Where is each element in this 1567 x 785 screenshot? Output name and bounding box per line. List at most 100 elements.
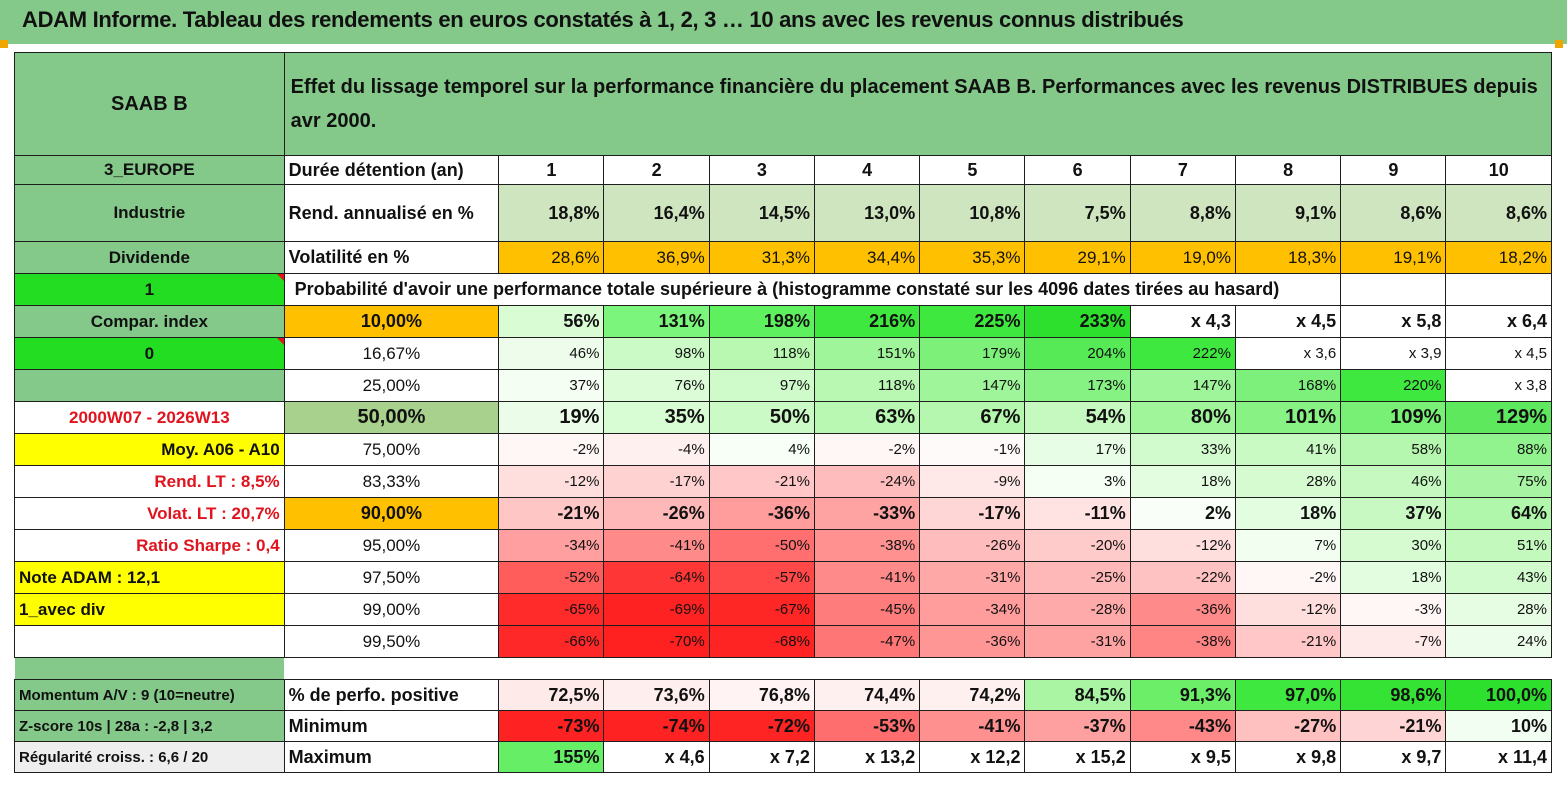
vol-cell: 31,3% — [708, 241, 815, 274]
perf-pos-label: % de perfo. positive — [283, 679, 500, 711]
proba-row: 1 Probabilité d'avoir une performance to… — [14, 273, 1552, 306]
quantile-value: 50% — [708, 401, 815, 434]
max-cell: x 9,5 — [1129, 741, 1236, 773]
quantile-value: 151% — [813, 337, 921, 370]
sector-label: Industrie — [14, 184, 285, 242]
min-cell: -37% — [1024, 710, 1131, 742]
rend-cell: 16,4% — [603, 184, 710, 242]
performance-table-frame: SAAB B Effet du lissage temporel sur la … — [14, 52, 1553, 780]
vol-cell: 36,9% — [603, 241, 710, 274]
report-title: ADAM Informe. Tableau des rendements en … — [22, 7, 1184, 32]
quantile-value: 179% — [919, 337, 1026, 370]
quantile-value: 18% — [1234, 497, 1342, 530]
quantile-value: 147% — [919, 369, 1026, 402]
spacer-empty — [284, 658, 1551, 680]
rend-label: Rend. annualisé en % — [283, 184, 500, 242]
pos-cell: 100,0% — [1445, 679, 1552, 711]
quantile-value: -38% — [1129, 625, 1236, 658]
quantile-value: -9% — [919, 465, 1026, 498]
quantile-value: -41% — [813, 561, 921, 594]
pos-cell: 91,3% — [1129, 679, 1236, 711]
quantile-value: -45% — [813, 593, 921, 626]
quantile-value: 98% — [603, 337, 710, 370]
vol-cell: 34,4% — [813, 241, 921, 274]
quantile-value: -12% — [1234, 593, 1342, 626]
years-cell: 2 — [603, 155, 710, 185]
quantile-row: 0 16,67% 46% 98% 118% 151% 179% 204% 222% x 3,6 x … — [14, 337, 1552, 370]
empty-cell — [1340, 273, 1447, 306]
min-cell: -73% — [498, 710, 605, 742]
quantile-level: 75,00% — [283, 433, 500, 466]
quantile-value: -28% — [1024, 593, 1131, 626]
empty-green-cell — [14, 369, 285, 402]
quantile-value: 233% — [1024, 305, 1131, 338]
pos-cell: 84,5% — [1024, 679, 1131, 711]
quantile-value: -31% — [1024, 625, 1131, 658]
quantile-value: 101% — [1234, 401, 1342, 434]
quantile-value: 220% — [1340, 369, 1447, 402]
rend-cell: 8,6% — [1340, 184, 1447, 242]
quantile-value: -47% — [813, 625, 921, 658]
zscore-label: Z-score 10s | 28a : -2,8 | 3,2 — [14, 710, 285, 742]
quantile-value: 43% — [1445, 561, 1552, 594]
quantile-value: 18% — [1340, 561, 1447, 594]
years-cell: 9 — [1340, 155, 1447, 185]
quantile-value: -36% — [919, 625, 1026, 658]
quantile-value: 24% — [1445, 625, 1552, 658]
vol-cell: 18,2% — [1445, 241, 1552, 274]
pos-cell: 72,5% — [498, 679, 605, 711]
years-cell: 3 — [708, 155, 815, 185]
quantile-value: -69% — [603, 593, 710, 626]
quantile-value: 18% — [1129, 465, 1236, 498]
quantile-value: 75% — [1445, 465, 1552, 498]
quantile-row: 2000W07 - 2026W13 50,00% 19% 35% 50% 63% 67% 54… — [14, 401, 1552, 434]
max-cell: x 15,2 — [1024, 741, 1131, 773]
years-cell: 6 — [1024, 155, 1131, 185]
max-cell: x 9,7 — [1340, 741, 1447, 773]
rend-cell: 8,8% — [1129, 184, 1236, 242]
vol-row: Dividende Volatilité en % 28,6% 36,9% 31,3… — [14, 241, 1552, 274]
quantile-value: 7% — [1234, 529, 1342, 562]
quantile-value: -1% — [919, 433, 1026, 466]
quantile-value: -7% — [1340, 625, 1447, 658]
years-cell: 8 — [1234, 155, 1342, 185]
years-cell: 1 — [498, 155, 605, 185]
quantile-value: -17% — [603, 465, 710, 498]
quantile-level: 83,33% — [283, 465, 500, 498]
quantile-value: -67% — [708, 593, 815, 626]
quantile-value: -41% — [603, 529, 710, 562]
quantile-value: x 3,8 — [1445, 369, 1552, 402]
rend-cell: 13,0% — [813, 184, 921, 242]
quantile-row: Ratio Sharpe : 0,4 95,00% -34% -41% -50% -38%… — [14, 529, 1552, 562]
quantile-level: 97,50% — [283, 561, 500, 594]
quantile-level: 16,67% — [283, 337, 500, 370]
quantile-value: 168% — [1234, 369, 1342, 402]
quantile-value: x 5,8 — [1340, 305, 1447, 338]
vol-cell: 19,0% — [1129, 241, 1236, 274]
moy-label: Moy. A06 - A10 — [14, 433, 285, 466]
quantile-value: -57% — [708, 561, 815, 594]
min-cell: -72% — [708, 710, 815, 742]
quantile-value: 35% — [603, 401, 710, 434]
min-cell: -21% — [1340, 710, 1447, 742]
pos-cell: 97,0% — [1234, 679, 1342, 711]
quantile-level: 10,00% — [283, 305, 500, 338]
quantile-row: Note ADAM : 12,1 97,50% -52% -64% -57% -41% -3… — [14, 561, 1552, 594]
quantile-value: 46% — [498, 337, 605, 370]
quantile-value: x 3,6 — [1234, 337, 1342, 370]
quantile-value: -26% — [919, 529, 1026, 562]
quantile-value: 147% — [1129, 369, 1236, 402]
quantile-value: 222% — [1129, 337, 1236, 370]
quantile-level: 99,50% — [283, 625, 500, 658]
region-label: 3_EUROPE — [14, 155, 285, 185]
pos-cell: 98,6% — [1340, 679, 1447, 711]
quantile-value: 2% — [1129, 497, 1236, 530]
quantile-value: 37% — [498, 369, 605, 402]
quantile-value: 216% — [813, 305, 921, 338]
quantile-value: -17% — [919, 497, 1026, 530]
rend-cell: 14,5% — [708, 184, 815, 242]
quantile-value: -20% — [1024, 529, 1131, 562]
max-cell: x 12,2 — [919, 741, 1026, 773]
maximum-label: Maximum — [283, 741, 500, 773]
quantile-value: 198% — [708, 305, 815, 338]
